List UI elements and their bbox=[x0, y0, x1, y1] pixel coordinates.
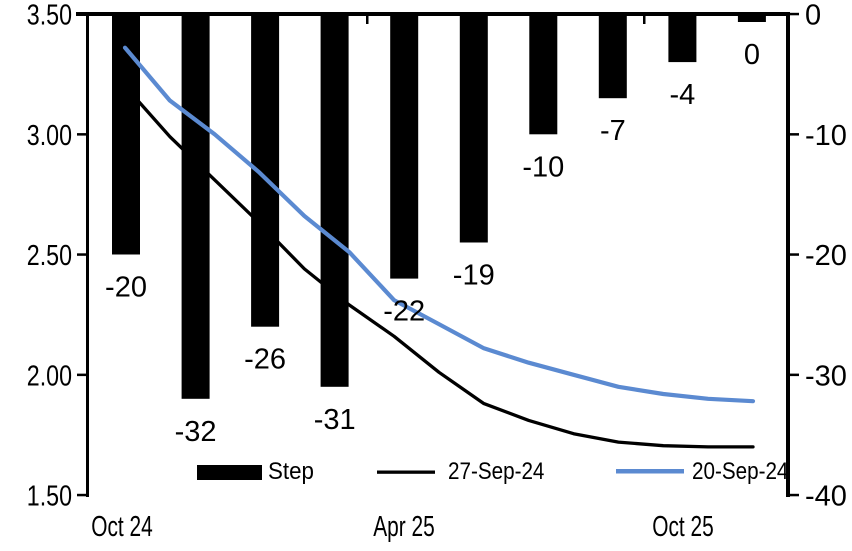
x-axis-tick-label: Apr 25 bbox=[373, 511, 435, 543]
bar-data-label: -10 bbox=[522, 151, 564, 183]
top-spine bbox=[76, 12, 790, 16]
axes-group bbox=[76, 12, 799, 497]
y-axis-right-tick-label: 0 bbox=[805, 0, 821, 32]
legend: Step 27-Sep-24 20-Sep-24 bbox=[197, 458, 788, 485]
y-axis-left-tick-label: 3.00 bbox=[27, 120, 72, 152]
bar-data-label: 0 bbox=[744, 39, 760, 71]
legend-label-step: Step bbox=[268, 458, 314, 485]
y-axis-right-tick-label: -40 bbox=[805, 481, 847, 513]
legend-swatch-27-sep-24 bbox=[377, 470, 435, 474]
right-axis-tick bbox=[790, 493, 799, 497]
legend-label-27-sep-24: 27-Sep-24 bbox=[448, 458, 544, 485]
labels-group: -20-32-26-31-22-19-10-7-403.503.002.502.… bbox=[27, 0, 847, 543]
bar-data-label: -19 bbox=[453, 260, 495, 292]
y-axis-left-tick-label: 1.50 bbox=[27, 481, 72, 513]
right-axis-tick bbox=[790, 12, 799, 16]
x-axis-tick-label: Oct 25 bbox=[652, 511, 714, 543]
left-axis-tick bbox=[77, 493, 86, 497]
x-axis-tick bbox=[366, 16, 369, 24]
left-axis-tick bbox=[77, 373, 86, 377]
y-axis-left-tick-label: 2.00 bbox=[27, 360, 72, 392]
x-axis-tick bbox=[643, 16, 646, 24]
bar-data-label: -32 bbox=[175, 416, 217, 448]
left-axis-tick bbox=[77, 133, 86, 136]
bar bbox=[598, 16, 627, 99]
lines-group bbox=[122, 45, 756, 449]
left-spine bbox=[86, 12, 89, 497]
bar-data-label: -22 bbox=[383, 296, 425, 328]
right-spine bbox=[786, 12, 790, 497]
bar bbox=[320, 16, 349, 387]
bar-data-label: -20 bbox=[105, 272, 147, 304]
y-axis-left-tick-label: 2.50 bbox=[27, 240, 72, 272]
left-axis-tick bbox=[77, 12, 86, 16]
legend-swatch-step bbox=[197, 465, 262, 480]
bar bbox=[181, 16, 210, 399]
line-27-sep-24 bbox=[123, 84, 755, 449]
bar bbox=[112, 16, 140, 255]
y-axis-right-tick-label: -10 bbox=[805, 120, 847, 152]
bar-data-label: -7 bbox=[600, 115, 626, 147]
bar bbox=[737, 16, 766, 22]
right-axis-tick bbox=[790, 253, 799, 256]
bar-data-label: -4 bbox=[670, 79, 696, 111]
y-axis-left-tick-label: 3.50 bbox=[27, 0, 72, 32]
right-axis-tick bbox=[790, 373, 799, 377]
bar-data-label: -26 bbox=[244, 344, 286, 376]
y-axis-right-tick-label: -30 bbox=[805, 360, 847, 392]
bar bbox=[668, 16, 697, 63]
legend-label-20-sep-24: 20-Sep-24 bbox=[692, 458, 788, 485]
y-axis-right-tick-label: -20 bbox=[805, 240, 847, 272]
bars-group bbox=[112, 16, 766, 399]
bar-data-label: -31 bbox=[314, 404, 356, 436]
bar bbox=[529, 16, 558, 135]
right-axis-tick bbox=[790, 133, 799, 136]
bar bbox=[390, 16, 419, 279]
bar bbox=[459, 16, 488, 243]
legend-swatch-20-sep-24 bbox=[616, 469, 684, 474]
line-20-sep-24 bbox=[122, 45, 756, 404]
x-axis-tick-label: Oct 24 bbox=[91, 511, 153, 543]
left-axis-tick bbox=[77, 253, 86, 256]
